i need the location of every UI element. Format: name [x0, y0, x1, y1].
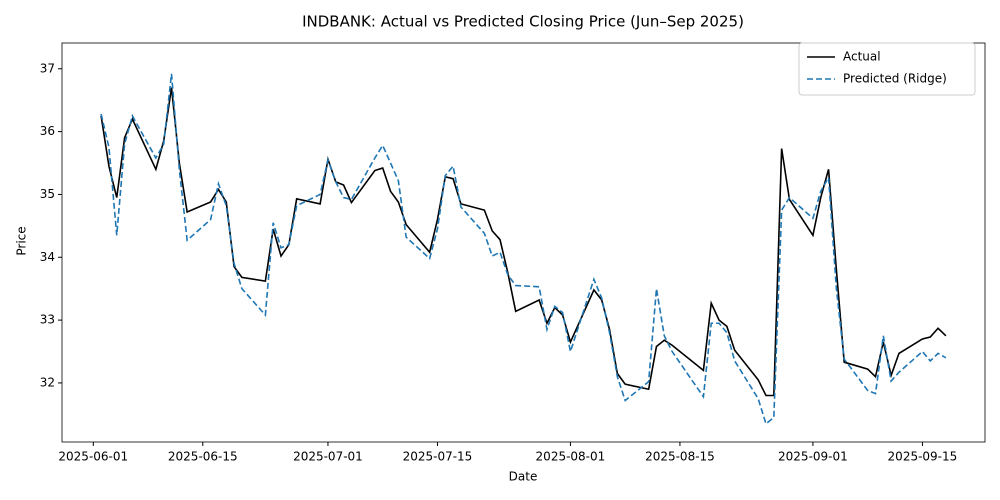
x-tick-label: 2025-09-01: [778, 450, 848, 464]
y-tick-label: 36: [40, 124, 55, 138]
legend: Actual Predicted (Ridge): [798, 42, 976, 96]
y-tick-label: 37: [40, 61, 55, 75]
y-tick-label: 35: [40, 187, 55, 201]
legend-box: [798, 42, 976, 96]
legend-label: Actual: [843, 50, 881, 64]
x-tick-label: 2025-07-15: [403, 450, 473, 464]
x-tick-label: 2025-09-15: [888, 450, 958, 464]
legend-label: Predicted (Ridge): [843, 72, 947, 86]
x-tick-label: 2025-06-01: [58, 450, 128, 464]
y-tick-label: 32: [40, 375, 55, 389]
plot-frame: [61, 42, 986, 443]
y-axis-label: Price: [15, 226, 29, 255]
series-line: [100, 73, 947, 426]
x-tick-label: 2025-06-15: [168, 450, 238, 464]
x-tick-label: 2025-08-01: [536, 450, 606, 464]
x-tick-label: 2025-08-15: [645, 450, 715, 464]
y-tick-label: 34: [40, 250, 55, 264]
x-tick-label: 2025-07-01: [293, 450, 363, 464]
y-tick-label: 33: [40, 313, 55, 327]
chart-title: INDBANK: Actual vs Predicted Closing Pri…: [302, 13, 744, 31]
x-axis-label: Date: [509, 470, 538, 484]
